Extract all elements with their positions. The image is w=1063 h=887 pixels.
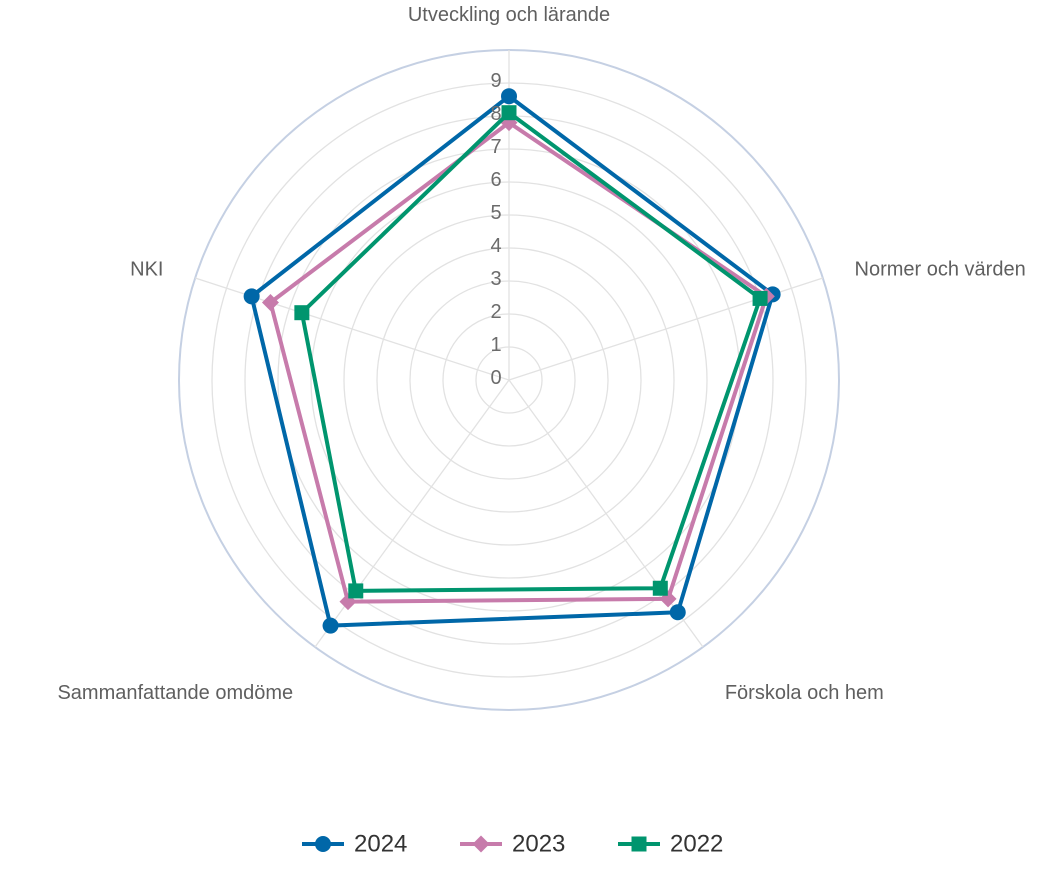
data-point[interactable] (652, 580, 668, 596)
tick-label: 8 (490, 103, 501, 125)
tick-label: 7 (490, 136, 501, 158)
data-point[interactable] (501, 88, 517, 105)
tick-label: 6 (490, 169, 501, 191)
legend-marker (631, 836, 647, 852)
legend-item-2022[interactable]: 2022 (618, 831, 723, 858)
axis-label: Sammanfattande omdöme (57, 682, 293, 704)
legend-marker (315, 836, 331, 852)
data-point[interactable] (294, 305, 310, 321)
radial-tick-labels: 0 1 2 3 4 5 6 7 8 9 (490, 70, 501, 389)
axis-spoke (314, 379, 510, 648)
legend-label: 2023 (512, 831, 565, 858)
tick-label: 2 (490, 301, 501, 323)
series-layer (243, 88, 781, 634)
series-line (268, 120, 769, 604)
data-point[interactable] (261, 293, 279, 311)
series-line (249, 94, 775, 628)
data-point[interactable] (348, 583, 364, 599)
tick-label: 1 (490, 334, 501, 356)
tick-label: 0 (490, 367, 501, 389)
tick-label: 3 (490, 268, 501, 290)
series-line (299, 110, 763, 593)
data-point[interactable] (752, 290, 768, 306)
tick-label: 9 (490, 70, 501, 92)
data-point[interactable] (322, 617, 339, 634)
legend-marker (472, 835, 490, 853)
legend: 2024 2023 2022 (302, 831, 723, 858)
legend-label: 2022 (670, 831, 723, 858)
legend-label: 2024 (354, 831, 407, 858)
tick-label: 4 (490, 235, 501, 257)
series-2024 (243, 88, 781, 634)
axis-label: Utveckling och lärande (408, 4, 610, 26)
axis-label: Förskola och hem (725, 682, 884, 704)
data-point[interactable] (243, 288, 260, 305)
series-2022 (294, 105, 768, 599)
legend-item-2024[interactable]: 2024 (302, 831, 407, 858)
data-point[interactable] (501, 105, 517, 121)
axis-label: NKI (130, 259, 163, 281)
tick-label: 5 (490, 202, 501, 224)
axis-label: Normer och värden (855, 259, 1026, 281)
axis-labels: Utveckling och lärande Normer och värden F… (57, 4, 1025, 704)
legend-item-2023[interactable]: 2023 (460, 831, 565, 858)
data-point[interactable] (669, 604, 686, 621)
